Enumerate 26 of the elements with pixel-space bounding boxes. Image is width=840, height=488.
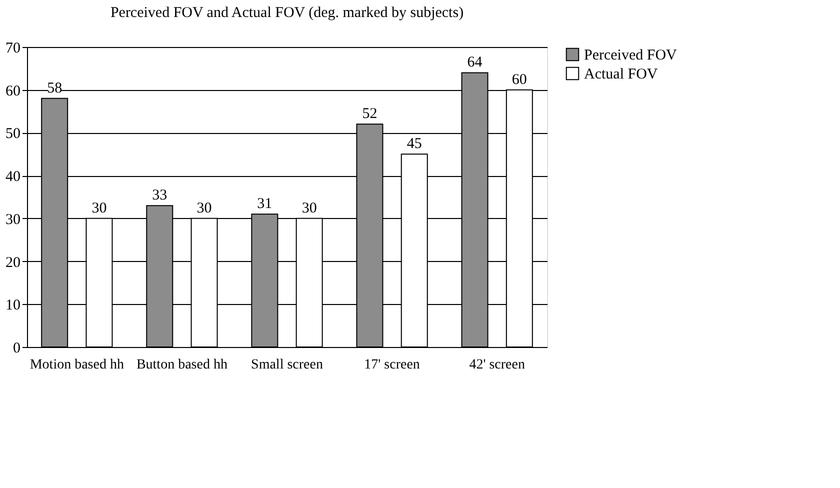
data-label: 30 [196,200,212,216]
data-label: 45 [406,136,422,152]
x-tick-label: Button based hh [136,358,228,372]
data-label: 30 [302,200,317,216]
legend-label: Perceived FOV [584,48,678,64]
y-tick-label: 60 [6,83,20,100]
x-tick-label: 42' screen [469,358,525,372]
y-tick-label: 50 [6,126,20,142]
y-tick-label: 30 [6,212,20,228]
x-tick-label: Motion based hh [30,358,124,372]
y-tick-label: 0 [13,340,20,356]
data-label: 30 [92,200,107,216]
data-label: 64 [467,54,483,71]
y-tick-label: 20 [6,254,20,271]
x-tick-label: 17' screen [364,358,420,372]
data-label: 60 [512,72,527,88]
data-label: 31 [257,196,272,212]
data-label: 33 [152,188,168,204]
data-label: 58 [47,80,62,96]
legend-label: Actual FOV [584,66,658,82]
y-tick-label: 10 [6,298,20,314]
y-tick-label: 70 [6,40,20,56]
chart-title: Perceived FOV and Actual FOV (deg. marked by subjects) [110,5,464,21]
x-tick-label: Small screen [251,358,323,372]
data-label: 52 [362,106,378,122]
y-tick-label: 40 [6,169,20,186]
